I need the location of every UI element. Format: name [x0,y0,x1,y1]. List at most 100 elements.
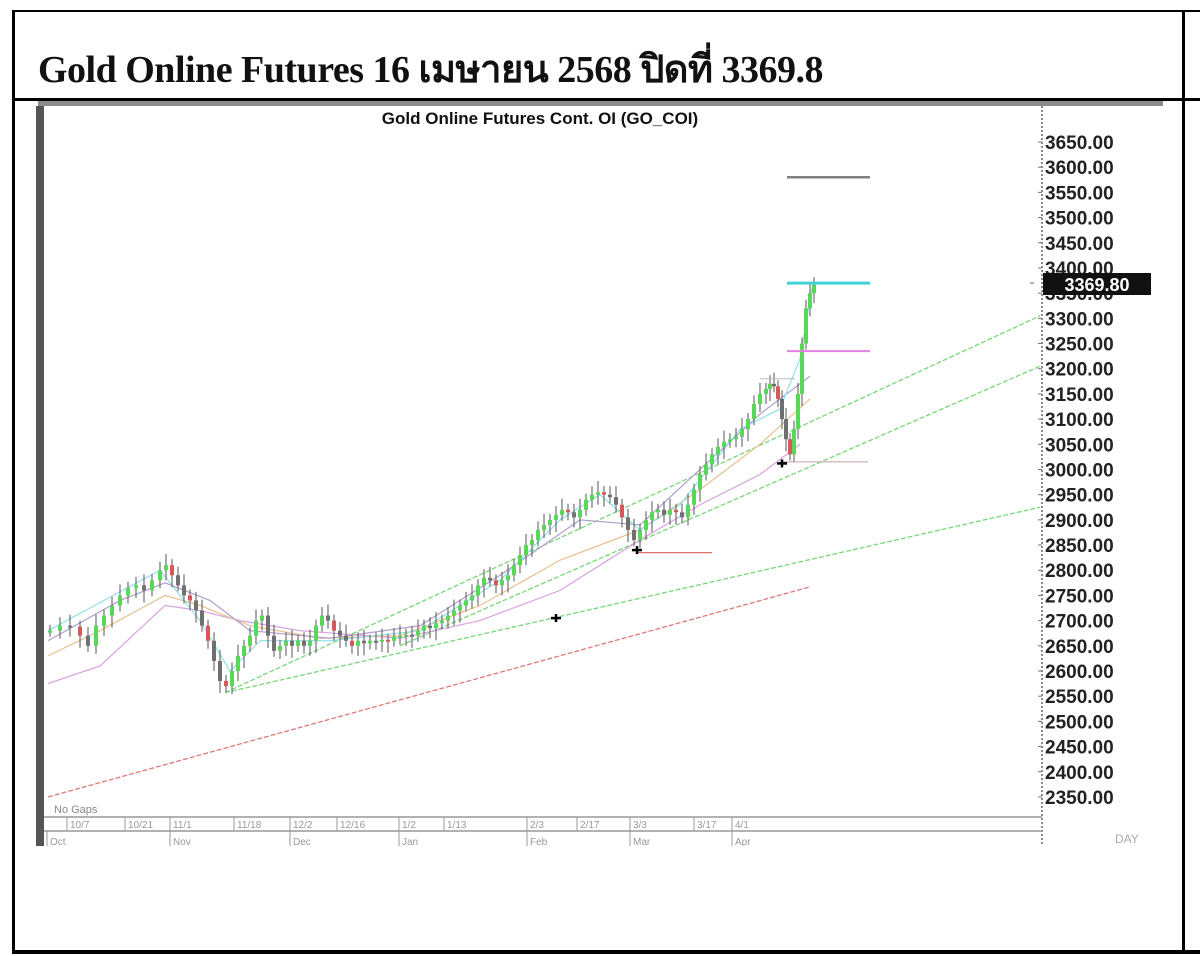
candle-body [110,605,114,616]
candle-body [800,343,804,394]
candle-body [796,393,800,430]
candle-body [58,625,62,631]
candle-body [596,492,600,495]
candle-body [506,575,510,581]
y-tick-label: 3200.00 [1045,360,1114,381]
y-tick-label: 2650.00 [1045,637,1114,658]
x-day-label: 2/17 [580,820,600,831]
candle-body [458,605,462,611]
candle-body [206,625,210,641]
price-chart: Gold Online Futures Cont. OI (GO_COI) 36… [30,101,1180,848]
x-day-label: 10/7 [70,820,90,831]
y-tick-label: 2600.00 [1045,662,1114,683]
candle-body [614,497,618,505]
candle-body [518,555,522,566]
y-tick-label: 2700.00 [1045,612,1114,633]
candle-body [86,635,90,646]
candle-body [542,524,546,530]
candle-body [296,640,300,646]
candle-body [416,630,420,636]
y-tick-label: 2450.00 [1045,738,1114,759]
candle-body [368,640,372,644]
candle-body [728,439,732,442]
candle-body [314,625,318,641]
candle-body [566,509,570,513]
candle-body [626,517,630,530]
candle-body [398,635,402,638]
period-label: DAY [1115,832,1139,846]
candle-body [212,640,216,661]
candle-body [434,623,438,629]
candle-body [164,565,168,571]
candle-body [194,600,198,611]
y-tick-label: 2400.00 [1045,763,1114,784]
frame-top-border [12,10,1200,12]
candle-body [422,625,426,631]
y-tick-label: 2900.00 [1045,511,1114,532]
candle-body [584,499,588,510]
y-tick-label: 3450.00 [1045,234,1114,255]
y-tick-label: 3550.00 [1045,183,1114,204]
candle-body [656,509,660,513]
y-tick-label: 3000.00 [1045,460,1114,481]
green-long-line [224,506,1041,694]
trend-lines [47,315,1041,798]
candle-body [500,580,504,586]
green-main-1-line [224,315,1041,694]
candle-body [784,419,788,440]
last-price-label: 3369.80 [1064,275,1129,295]
y-tick-label: 2750.00 [1045,586,1114,607]
red-long-ma-line [47,586,811,798]
y-tick-label: 2850.00 [1045,536,1114,557]
candle-body [662,509,666,515]
candle-body [150,580,154,591]
candle-body [686,504,690,518]
horizontal-levels [636,176,870,554]
candle-body [758,393,762,404]
candle-body [644,519,648,530]
candle-body [78,626,82,636]
x-day-label: 11/1 [173,820,192,831]
y-tick-label: 3600.00 [1045,158,1114,179]
frame-left-border [12,10,15,954]
candle-body [692,489,696,505]
candle-body [464,600,468,606]
x-month-label: Apr [735,837,751,846]
price-bars [48,277,816,695]
x-day-label: 10/21 [128,820,153,831]
candle-body [126,587,130,596]
frame-bottom-border [12,950,1200,954]
y-tick-label: 3150.00 [1045,385,1114,406]
candle-body [278,645,282,651]
candle-body [554,514,558,520]
candle-body [752,403,756,420]
candle-body [710,454,714,465]
y-tick-label: 2950.00 [1045,486,1114,507]
candle-body [302,640,306,646]
candle-body [308,640,312,646]
candle-body [176,575,180,586]
candle-body [134,585,138,588]
x-day-label: 1/13 [447,820,467,831]
candle-body [734,436,738,440]
candle-body [380,639,384,642]
candle-body [332,620,336,631]
candle-body [158,570,162,581]
candle-body [608,494,612,498]
last-price-box [1043,273,1151,295]
candle-body [530,540,534,546]
candle-body [356,640,360,646]
frame-divider [12,98,1200,101]
candle-body [350,640,354,646]
candle-body [224,681,228,687]
candle-body [680,512,684,518]
frame-right-border [1182,10,1185,954]
candle-body [536,529,540,541]
green-main-2-line [399,365,1041,647]
candle-body [524,545,528,556]
candle-body [290,640,294,646]
candle-body [668,509,672,515]
x-month-label: Mar [633,837,651,846]
y-tick-label: 3500.00 [1045,209,1114,230]
x-month-label: Feb [530,837,548,846]
